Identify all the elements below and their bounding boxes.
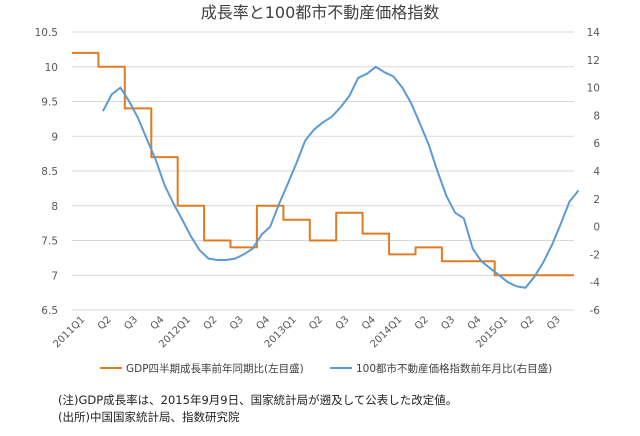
chart-title: 成長率と100都市不動産価格指数 bbox=[201, 3, 440, 22]
left-tick-label: 7 bbox=[51, 270, 58, 282]
x-tick-label: Q2 bbox=[413, 314, 431, 332]
left-axis: 6.5 7 7.5 8 8.5 9 9.5 10 10.5 bbox=[35, 27, 58, 317]
x-tick-label: Q3 bbox=[334, 314, 352, 332]
x-tick-label: 2011Q1 bbox=[51, 314, 87, 350]
series-layer bbox=[72, 51, 580, 289]
right-tick-label: 2 bbox=[593, 194, 600, 206]
footnote-note: (注)GDP成長率は、2015年9月9日、国家統計局が遡及して公表した改定値。 bbox=[58, 393, 458, 407]
left-tick-label: 7.5 bbox=[41, 236, 58, 248]
x-tick-label: Q2 bbox=[519, 314, 537, 332]
legend: GDP四半期成長率前年同期比(左目盛) 100都市不動産価格指数前年月比(右目盛) bbox=[100, 362, 552, 375]
x-tick-label: Q3 bbox=[228, 314, 246, 332]
left-tick-label: 8.5 bbox=[41, 166, 58, 178]
right-tick-label: 10 bbox=[587, 83, 600, 95]
right-tick-label: 14 bbox=[587, 27, 601, 39]
x-tick-label: Q4 bbox=[360, 314, 378, 332]
right-tick-label: -6 bbox=[590, 305, 601, 317]
series-line-1 bbox=[72, 51, 574, 277]
x-tick-label: Q3 bbox=[122, 314, 140, 332]
x-tick-label: Q4 bbox=[149, 314, 167, 332]
x-tick-label: Q4 bbox=[466, 314, 484, 332]
footnotes: (注)GDP成長率は、2015年9月9日、国家統計局が遡及して公表した改定値。 … bbox=[58, 392, 457, 426]
x-tick-label: Q4 bbox=[254, 314, 272, 332]
left-tick-label: 8 bbox=[51, 201, 58, 213]
right-tick-label: -4 bbox=[590, 277, 601, 289]
x-tick-label: Q2 bbox=[96, 314, 114, 332]
x-tick-label: Q3 bbox=[439, 314, 457, 332]
x-tick-label: Q2 bbox=[307, 314, 325, 332]
right-tick-label: -2 bbox=[590, 249, 600, 261]
left-tick-label: 9 bbox=[51, 131, 58, 143]
legend-label-2: 100都市不動産価格指数前年月比(右目盛) bbox=[356, 362, 552, 375]
right-tick-label: 8 bbox=[593, 110, 600, 122]
left-tick-label: 10 bbox=[45, 62, 58, 74]
legend-label-1: GDP四半期成長率前年同期比(左目盛) bbox=[126, 362, 304, 375]
right-axis: -6 -4 -2 0 2 4 6 8 10 12 14 bbox=[587, 27, 601, 317]
gridlines bbox=[72, 31, 574, 311]
right-tick-label: 0 bbox=[593, 222, 600, 234]
series-line-2 bbox=[102, 65, 580, 289]
x-tick-label: Q2 bbox=[202, 314, 220, 332]
right-tick-label: 4 bbox=[593, 166, 600, 178]
footnote-source: (出所)中国国家統計局、指数研究院 bbox=[58, 410, 240, 424]
left-tick-label: 10.5 bbox=[35, 27, 58, 39]
right-tick-label: 6 bbox=[593, 138, 600, 150]
x-tick-label: Q3 bbox=[545, 314, 563, 332]
chart: 成長率と100都市不動産価格指数 6.5 7 7.5 8 8.5 9 9.5 10 10.5 -… bbox=[35, 3, 601, 375]
left-tick-label: 9.5 bbox=[41, 97, 58, 109]
left-tick-label: 6.5 bbox=[41, 305, 58, 317]
right-tick-label: 12 bbox=[587, 55, 600, 67]
